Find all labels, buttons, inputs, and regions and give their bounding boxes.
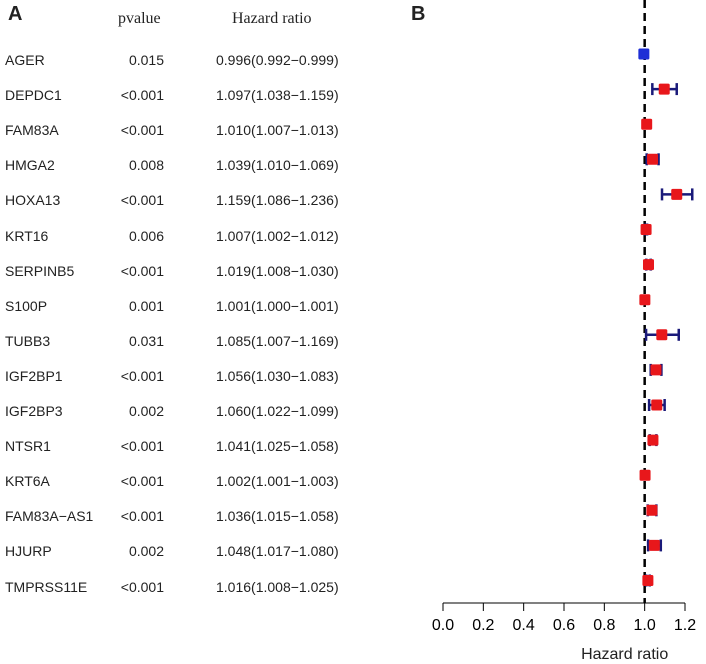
hazard-point [650, 364, 662, 376]
gene-name: TUBB3 [5, 332, 51, 349]
hazard-ratio-value: 1.001(1.000−1.001) [216, 297, 339, 314]
gene-name: HOXA13 [5, 192, 61, 209]
hazard-ratio-value: 1.010(1.007−1.013) [216, 122, 339, 139]
hazard-ratio-value: 1.007(1.002−1.012) [216, 227, 339, 244]
hazard-point [647, 153, 659, 165]
p-value: <0.001 [120, 122, 164, 139]
hazard-ratio-value: 1.159(1.086−1.236) [216, 192, 339, 209]
table-row: IGF2BP1 <0.001 1.056(1.030−1.083) [0, 368, 400, 388]
hazard-point [656, 329, 668, 341]
p-value: <0.001 [120, 367, 164, 384]
table-row: DEPDC1 <0.001 1.097(1.038−1.159) [0, 87, 400, 107]
gene-name: TMPRSS11E [5, 578, 88, 595]
p-value: <0.001 [120, 262, 164, 279]
hazard-ratio-value: 1.019(1.008−1.030) [216, 262, 339, 279]
hazard-point [658, 83, 670, 95]
table-row: HOXA13 <0.001 1.159(1.086−1.236) [0, 192, 400, 212]
x-tick-label: 0.0 [432, 617, 454, 634]
gene-name: IGF2BP3 [5, 403, 63, 419]
table-row: FAM83A <0.001 1.010(1.007−1.013) [0, 122, 400, 142]
hazard-ratio-value: 1.016(1.008−1.025) [216, 578, 339, 595]
gene-name: S100P [5, 297, 48, 314]
hazard-ratio-value: 1.036(1.015−1.058) [216, 508, 339, 525]
p-value: 0.031 [128, 332, 164, 349]
p-value: 0.006 [128, 227, 164, 244]
hazard-point [642, 259, 654, 271]
hazard-ratio-value: 1.056(1.030−1.083) [216, 367, 339, 384]
panel-a-label: A [8, 3, 23, 25]
hazard-point [671, 188, 683, 200]
table-row: TUBB3 0.031 1.085(1.007−1.169) [0, 333, 400, 353]
x-tick-label: 0.8 [593, 617, 615, 634]
hazard-point [639, 294, 651, 306]
p-value: 0.008 [128, 157, 164, 174]
p-value: <0.001 [120, 473, 164, 490]
table-row: FAM83A−AS1 <0.001 1.036(1.015−1.058) [0, 508, 400, 528]
gene-name: KRT6A [5, 473, 50, 490]
table-row: HJURP 0.002 1.048(1.017−1.080) [0, 543, 400, 563]
table-row: S100P 0.001 1.001(1.000−1.001) [0, 298, 400, 318]
hazard-point [639, 469, 651, 481]
x-tick-label: 0.6 [553, 617, 575, 634]
hazard-ratio-value: 0.996(0.992−0.999) [216, 52, 339, 68]
gene-name: HMGA2 [5, 157, 55, 174]
hazard-point [638, 48, 650, 60]
table-row: SERPINB5 <0.001 1.019(1.008−1.030) [0, 263, 400, 283]
p-value: 0.002 [128, 543, 164, 560]
hazard-ratio-value: 1.097(1.038−1.159) [216, 87, 339, 104]
gene-name: AGER [5, 52, 45, 68]
table-row: TMPRSS11E <0.001 1.016(1.008−1.025) [0, 579, 400, 599]
p-value: <0.001 [120, 438, 164, 455]
hazard-point [640, 224, 652, 235]
gene-name: KRT16 [5, 227, 49, 244]
table-row: KRT6A <0.001 1.002(1.001−1.003) [0, 473, 400, 493]
hazard-ratio-value: 1.002(1.001−1.003) [216, 473, 339, 490]
hazard-point [641, 118, 653, 130]
hazard-point [646, 504, 658, 516]
pvalue-header: pvalue [118, 10, 161, 27]
hazard-ratio-value: 1.041(1.025−1.058) [216, 438, 339, 455]
table-row: NTSR1 <0.001 1.041(1.025−1.058) [0, 438, 400, 458]
p-value: 0.001 [128, 297, 164, 314]
hazard-ratio-value: 1.060(1.022−1.099) [216, 403, 339, 419]
gene-name: SERPINB5 [5, 262, 75, 279]
table-row: HMGA2 0.008 1.039(1.010−1.069) [0, 157, 400, 177]
x-tick-label: 0.2 [472, 617, 494, 634]
panel-b-label: B [411, 3, 426, 25]
p-value: <0.001 [120, 508, 164, 525]
table-row: IGF2BP3 0.002 1.060(1.022−1.099) [0, 403, 400, 423]
p-value: 0.015 [128, 52, 164, 68]
hazard-ratio-value: 1.048(1.017−1.080) [216, 543, 339, 560]
table-row: AGER 0.015 0.996(0.992−0.999) [0, 52, 400, 72]
gene-name: DEPDC1 [5, 87, 62, 104]
hazard-point [648, 539, 660, 551]
hazard-ratio-value: 1.039(1.010−1.069) [216, 157, 339, 174]
gene-name: HJURP [5, 543, 52, 560]
x-tick-label: 0.4 [513, 617, 535, 634]
x-tick-label: 1.2 [674, 617, 696, 634]
gene-name: IGF2BP1 [5, 367, 63, 384]
gene-name: NTSR1 [5, 438, 51, 455]
table-row: KRT16 0.006 1.007(1.002−1.012) [0, 228, 400, 248]
gene-name: FAM83A−AS1 [5, 508, 94, 525]
p-value: 0.002 [128, 403, 164, 419]
forest-plot: 0.0 0.2 0.4 0.6 0.8 1.0 1.2 Hazard ratio [432, 0, 696, 663]
hazard-ratio-header: Hazard ratio [232, 10, 312, 27]
hazard-point [647, 434, 659, 446]
p-value: <0.001 [120, 578, 164, 595]
hazard-ratio-value: 1.085(1.007−1.169) [216, 332, 339, 349]
gene-name: FAM83A [5, 122, 59, 139]
p-value: <0.001 [120, 192, 164, 209]
p-value: <0.001 [120, 87, 164, 104]
hazard-point [642, 575, 654, 586]
x-tick-label: 1.0 [634, 617, 656, 634]
x-axis-label: Hazard ratio [581, 646, 668, 663]
hazard-point [651, 399, 663, 411]
